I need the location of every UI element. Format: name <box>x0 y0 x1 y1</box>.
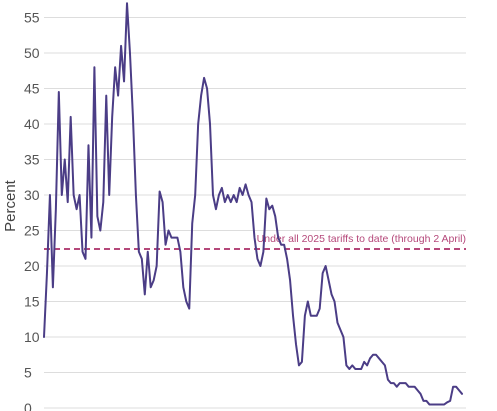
gridlines <box>44 17 466 409</box>
y-tick-label: 50 <box>24 45 40 61</box>
y-tick-label: 20 <box>24 258 40 274</box>
y-tick-label: 10 <box>24 329 40 345</box>
y-tick-label: 25 <box>24 223 40 239</box>
y-tick-label: 45 <box>24 81 40 97</box>
reference-line-label: Under all 2025 tariffs to date (through … <box>257 233 466 245</box>
series-line <box>43 2 463 406</box>
y-tick-label: 35 <box>24 152 40 168</box>
y-axis-tick-labels: 0 5 10 15 20 25 30 35 40 45 50 55 <box>24 10 40 411</box>
y-tick-label: 40 <box>24 116 40 132</box>
y-tick-label: 30 <box>24 187 40 203</box>
y-axis-label: Percent <box>2 179 19 232</box>
y-tick-label: 5 <box>24 365 32 381</box>
y-tick-label: 15 <box>24 294 40 310</box>
y-tick-label: 0 <box>24 400 32 411</box>
y-tick-label: 55 <box>24 10 40 26</box>
